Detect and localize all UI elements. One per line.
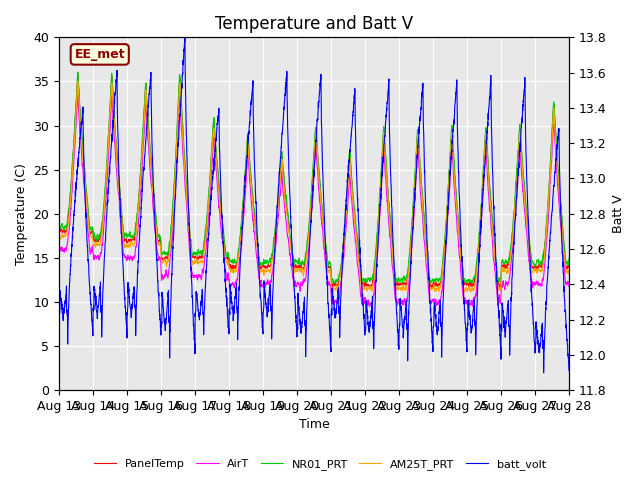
- AirT: [556, 204, 563, 210]
- batt_volt: [273, 206, 281, 212]
- AirT: [251, 233, 259, 239]
- AM25T_PRT: [251, 219, 259, 225]
- AM25T_PRT: [144, 120, 152, 125]
- NR01_PRT: [251, 211, 259, 216]
- batt_volt: [251, 169, 259, 175]
- NR01_PRT: [500, 261, 508, 267]
- Line: AirT: AirT: [59, 95, 569, 306]
- batt_volt: [113, 103, 121, 108]
- NR01_PRT: [144, 109, 152, 115]
- PanelTemp: [251, 217, 259, 223]
- PanelTemp: [114, 162, 122, 168]
- AirT: [273, 224, 281, 230]
- NR01_PRT: [556, 183, 563, 189]
- PanelTemp: [55, 226, 63, 231]
- AirT: [114, 180, 122, 185]
- Legend: PanelTemp, AirT, NR01_PRT, AM25T_PRT, batt_volt: PanelTemp, AirT, NR01_PRT, AM25T_PRT, ba…: [90, 455, 550, 474]
- batt_volt: [181, 30, 189, 36]
- Line: AM25T_PRT: AM25T_PRT: [59, 81, 569, 293]
- AM25T_PRT: [114, 168, 122, 174]
- AM25T_PRT: [55, 235, 63, 241]
- PanelTemp: [74, 72, 82, 78]
- AirT: [365, 303, 373, 309]
- Text: EE_met: EE_met: [74, 48, 125, 61]
- AirT: [144, 134, 152, 140]
- PanelTemp: [500, 263, 508, 268]
- AM25T_PRT: [556, 189, 563, 194]
- AirT: [74, 92, 82, 98]
- Y-axis label: Batt V: Batt V: [612, 194, 625, 233]
- Y-axis label: Temperature (C): Temperature (C): [15, 163, 28, 264]
- batt_volt: [565, 368, 573, 373]
- X-axis label: Time: Time: [299, 419, 330, 432]
- AirT: [500, 285, 508, 290]
- batt_volt: [55, 308, 63, 313]
- Line: NR01_PRT: NR01_PRT: [59, 72, 569, 284]
- AM25T_PRT: [565, 267, 573, 273]
- NR01_PRT: [273, 208, 281, 214]
- Line: batt_volt: batt_volt: [59, 33, 569, 373]
- batt_volt: [500, 320, 508, 325]
- Title: Temperature and Batt V: Temperature and Batt V: [215, 15, 413, 33]
- NR01_PRT: [565, 256, 573, 262]
- batt_volt: [540, 370, 547, 376]
- PanelTemp: [144, 114, 152, 120]
- NR01_PRT: [74, 70, 82, 75]
- batt_volt: [144, 109, 152, 115]
- AM25T_PRT: [500, 267, 508, 273]
- AM25T_PRT: [74, 78, 81, 84]
- PanelTemp: [565, 262, 573, 267]
- NR01_PRT: [462, 281, 470, 287]
- PanelTemp: [328, 285, 336, 291]
- Line: PanelTemp: PanelTemp: [59, 75, 569, 288]
- AirT: [55, 246, 63, 252]
- AirT: [565, 284, 573, 289]
- NR01_PRT: [114, 157, 122, 163]
- PanelTemp: [556, 186, 563, 192]
- PanelTemp: [273, 211, 281, 216]
- AM25T_PRT: [273, 214, 281, 219]
- batt_volt: [556, 156, 563, 162]
- AM25T_PRT: [335, 290, 342, 296]
- NR01_PRT: [55, 226, 63, 232]
